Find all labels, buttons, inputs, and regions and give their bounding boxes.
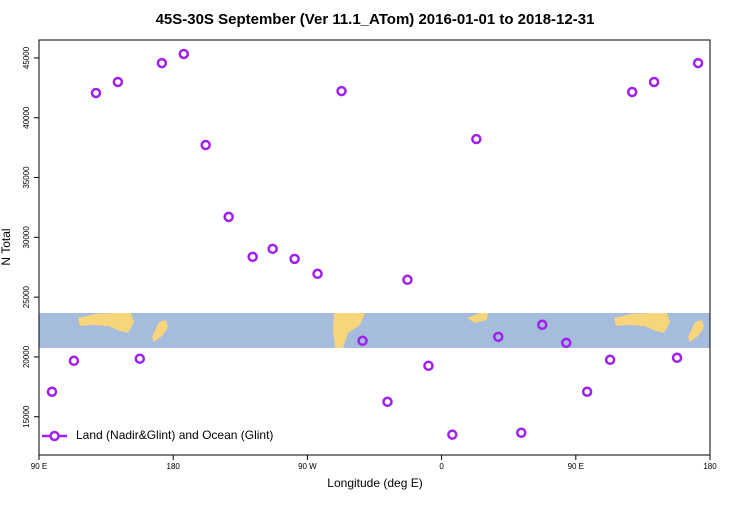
point <box>447 429 458 440</box>
point <box>604 354 616 366</box>
chart-title: 45S-30S September (Ver 11.1_ATom) 2016-0… <box>156 11 595 28</box>
y-tick-label: 40000 <box>22 106 31 129</box>
land <box>467 313 488 323</box>
x-tick-label: 180 <box>703 462 717 471</box>
point <box>692 57 704 69</box>
point <box>68 355 80 367</box>
point <box>471 133 482 145</box>
land <box>78 313 134 333</box>
x-tick-label: 90 E <box>568 462 584 471</box>
x-tick-label: 90 W <box>298 462 317 471</box>
y-tick-label: 15000 <box>22 405 31 428</box>
point <box>626 86 638 98</box>
y-tick-label: 25000 <box>22 285 31 308</box>
x-tick-label: 180 <box>167 462 181 471</box>
point <box>382 396 393 408</box>
point <box>402 274 413 286</box>
point <box>200 139 211 151</box>
land <box>614 313 670 333</box>
land <box>333 313 365 348</box>
point <box>247 251 258 263</box>
point <box>357 335 368 347</box>
point <box>336 85 347 97</box>
y-tick-label: 20000 <box>22 345 31 368</box>
point <box>156 57 168 69</box>
series <box>46 48 704 440</box>
point <box>178 48 190 60</box>
y-axis-label: N Total <box>0 228 13 265</box>
point <box>223 211 234 223</box>
point <box>134 353 146 364</box>
point <box>423 360 434 372</box>
y-tick-label: 45000 <box>22 46 31 69</box>
point <box>648 76 660 88</box>
point <box>46 386 58 397</box>
land <box>152 320 168 342</box>
ocean <box>39 313 710 348</box>
point <box>581 386 593 397</box>
point <box>493 331 504 343</box>
point <box>671 352 683 364</box>
land <box>688 320 704 342</box>
point <box>312 268 323 280</box>
y-tick-label: 35000 <box>22 166 31 189</box>
point <box>289 253 300 265</box>
point <box>537 319 548 331</box>
legend-marker <box>49 430 60 442</box>
y-tick-label: 30000 <box>22 226 31 249</box>
plot-frame <box>38 39 711 456</box>
point <box>561 337 572 349</box>
point <box>267 243 278 255</box>
point <box>112 76 124 88</box>
map-band <box>39 313 710 348</box>
x-tick-label: 90 E <box>31 462 47 471</box>
x-tick-label: 0 <box>439 462 444 471</box>
legend-label: Land (Nadir&Glint) and Ocean (Glint) <box>76 428 273 442</box>
point <box>515 427 527 439</box>
point <box>90 87 102 99</box>
x-axis-label: Longitude (deg E) <box>327 476 422 490</box>
